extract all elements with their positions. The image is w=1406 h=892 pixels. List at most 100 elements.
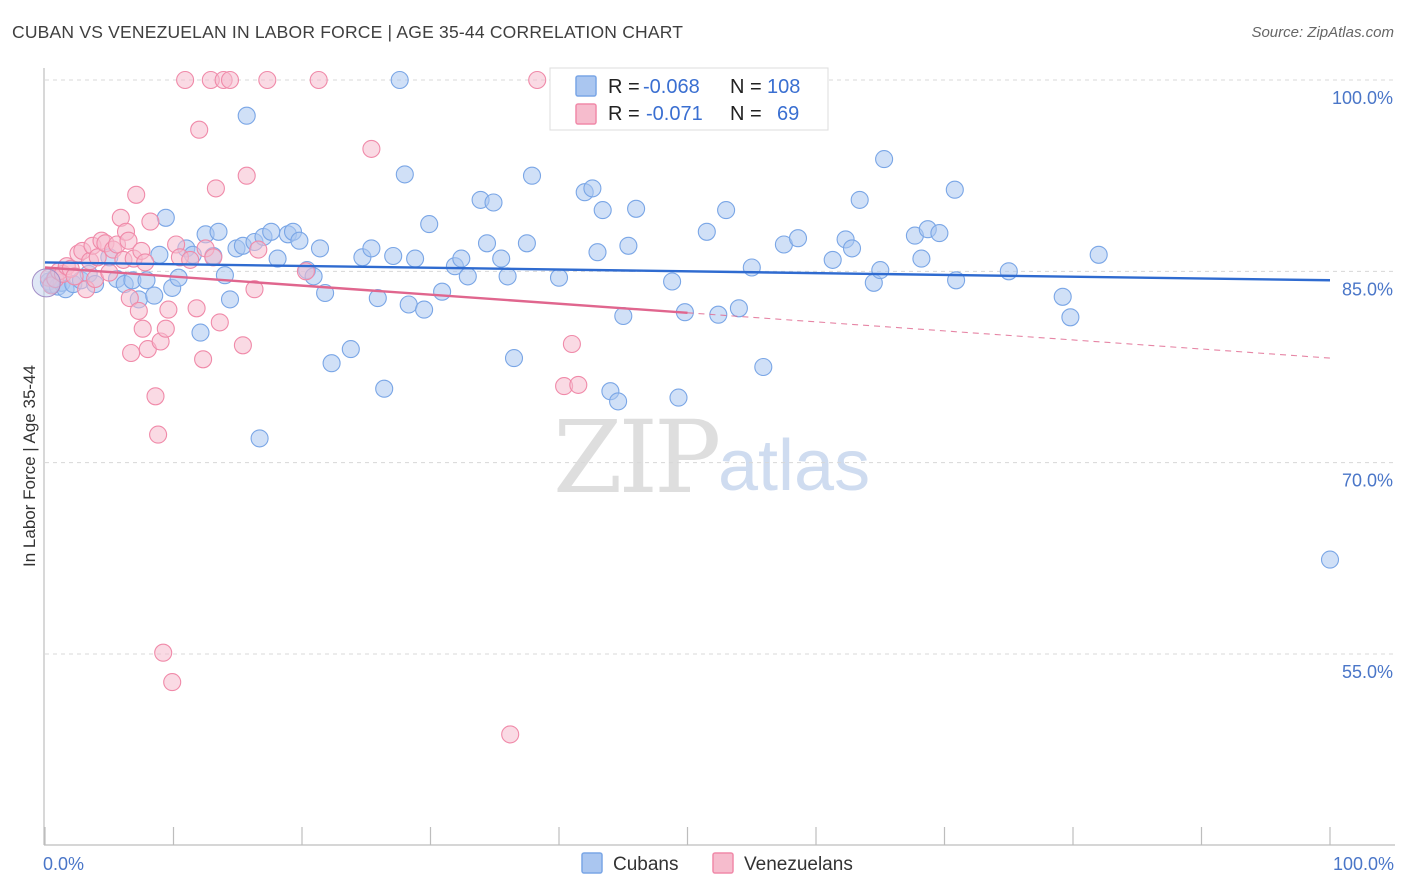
- point-venezuelans-31: [136, 253, 155, 272]
- point-cubans-100: [930, 224, 949, 243]
- point-cubans-50: [384, 246, 403, 266]
- point-cubans-55: [415, 300, 434, 319]
- point-cubans-95: [871, 261, 890, 280]
- point-venezuelans-67: [569, 375, 588, 394]
- y-axis-tick-labels: 55.0% 70.0% 85.0% 100.0%: [1332, 88, 1393, 682]
- y-tick-label-55: 55.0%: [1342, 662, 1393, 682]
- point-cubans-73: [593, 201, 612, 220]
- point-venezuelans-34: [146, 387, 165, 406]
- point-cubans-71: [583, 179, 602, 198]
- point-cubans-47: [362, 239, 381, 258]
- point-venezuelans-62: [362, 139, 381, 158]
- legend-swatch-cubans: [575, 75, 597, 97]
- point-cubans-98: [912, 249, 931, 268]
- point-cubans-23: [191, 323, 210, 342]
- point-cubans-18: [156, 208, 175, 227]
- point-cubans-39: [290, 231, 309, 250]
- legend-r-value-cubans: -0.068: [643, 76, 700, 98]
- point-cubans-68: [522, 166, 542, 185]
- point-venezuelans-50: [204, 248, 223, 267]
- point-venezuelans-54: [220, 70, 240, 90]
- point-venezuelans-45: [187, 299, 206, 318]
- x-tick-label-min: 0.0%: [43, 854, 84, 874]
- point-cubans-49: [375, 379, 394, 398]
- gridlines: [45, 79, 1395, 655]
- point-cubans-87: [754, 357, 773, 377]
- point-cubans-59: [452, 249, 471, 268]
- legend: R = -0.068 N = 108 R = -0.071 N = 69: [549, 67, 829, 131]
- point-venezuelans-46: [190, 120, 209, 139]
- point-cubans-48: [368, 289, 387, 308]
- legend-r-label-cubans: R =: [608, 76, 640, 98]
- legend-n-value-cubans: 108: [767, 76, 800, 98]
- point-cubans-67: [517, 234, 536, 253]
- point-venezuelans-66: [562, 334, 581, 354]
- point-cubans-54: [406, 249, 425, 268]
- point-cubans-33: [250, 429, 269, 448]
- point-cubans-64: [492, 249, 511, 268]
- point-cubans-69: [549, 268, 569, 287]
- watermark-zip: ZIP: [553, 399, 718, 516]
- point-cubans-36: [268, 249, 287, 268]
- point-venezuelans-38: [156, 319, 175, 338]
- point-venezuelans-28: [129, 301, 148, 320]
- legend-r-value-venezuelans: -0.071: [646, 103, 703, 125]
- point-cubans-63: [484, 193, 503, 212]
- legend-n-label-venezuelans: N =: [730, 103, 762, 125]
- point-cubans-79: [663, 272, 682, 291]
- point-venezuelans-40: [163, 673, 182, 692]
- point-venezuelans-58: [249, 240, 268, 259]
- bottom-legend-label-cubans: Cubans: [613, 854, 679, 875]
- trend-lines: [44, 261, 1331, 359]
- point-venezuelans-44: [181, 250, 200, 269]
- bottom-legend-swatch-venezuelans: [712, 852, 734, 874]
- point-cubans-42: [310, 239, 330, 258]
- point-venezuelans-30: [133, 319, 152, 338]
- point-cubans-92: [842, 239, 862, 258]
- point-cubans-72: [588, 243, 607, 262]
- bottom-legend-swatch-cubans: [581, 852, 603, 874]
- point-venezuelans-24: [120, 289, 139, 308]
- y-axis-label: In Labor Force | Age 35-44: [20, 365, 39, 567]
- point-cubans-90: [823, 250, 842, 269]
- y-tick-label-70: 70.0%: [1342, 471, 1393, 491]
- point-cubans-26: [209, 222, 228, 241]
- bottom-legend: Cubans Venezuelans: [581, 852, 853, 875]
- chart-title: CUBAN VS VENEZUELAN IN LABOR FORCE | AGE…: [12, 22, 684, 42]
- point-cubans-28: [220, 290, 240, 309]
- point-venezuelans-47: [194, 350, 213, 369]
- point-venezuelans-51: [206, 179, 225, 198]
- point-venezuelans-7: [65, 267, 84, 286]
- point-cubans-44: [322, 354, 341, 373]
- trend-line-venezuelans: [44, 266, 688, 314]
- point-venezuelans-43: [176, 70, 195, 90]
- point-cubans-82: [697, 222, 716, 241]
- point-cubans-57: [433, 282, 452, 301]
- point-cubans-105: [1061, 308, 1080, 327]
- bottom-legend-label-venezuelans: Venezuelans: [744, 854, 853, 875]
- point-cubans-85: [729, 299, 748, 318]
- point-cluster-origin: [31, 268, 61, 298]
- point-cubans-77: [619, 236, 638, 255]
- point-cubans-62: [477, 234, 497, 253]
- point-venezuelans-37: [154, 643, 173, 662]
- axes: [43, 68, 1395, 846]
- point-cubans-107: [1320, 550, 1340, 569]
- point-venezuelans-63: [501, 725, 520, 744]
- point-venezuelans-55: [233, 336, 252, 355]
- point-venezuelans-39: [159, 300, 178, 319]
- point-venezuelans-27: [127, 185, 146, 204]
- legend-r-label-venezuelans: R =: [608, 103, 640, 125]
- point-venezuelans-25: [122, 343, 141, 363]
- point-cubans-51: [390, 70, 409, 90]
- point-venezuelans-57: [245, 280, 264, 299]
- legend-swatch-venezuelans: [575, 103, 597, 125]
- point-cubans-96: [875, 150, 894, 169]
- trend-line-extension-venezuelans: [687, 312, 1331, 359]
- point-venezuelans-61: [309, 70, 328, 90]
- point-cubans-78: [627, 199, 646, 218]
- point-cubans-75: [609, 392, 628, 411]
- point-cubans-35: [262, 222, 281, 241]
- point-cubans-101: [945, 180, 964, 199]
